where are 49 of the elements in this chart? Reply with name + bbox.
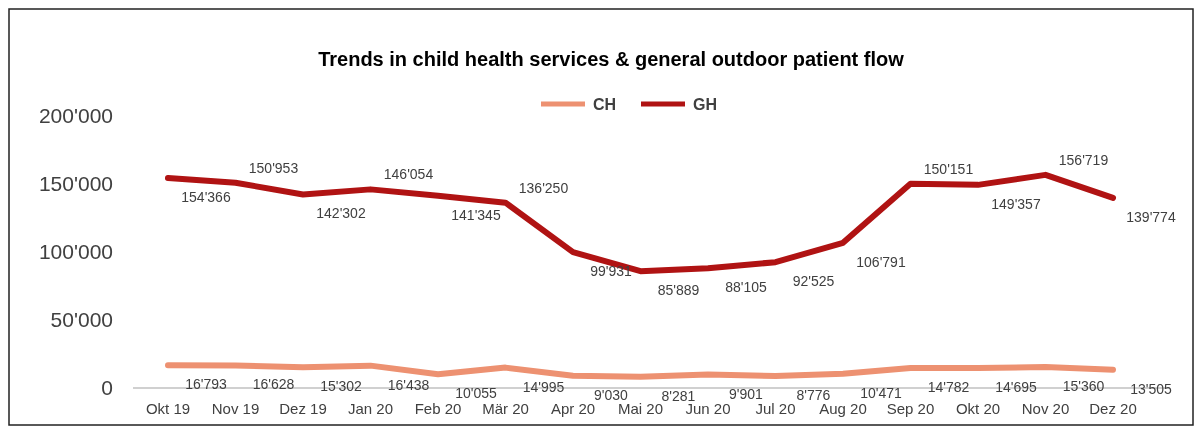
x-tick-label: Feb 20 (414, 400, 462, 417)
x-tick-label: Jan 20 (347, 400, 394, 417)
chart-title: Trends in child health services & general outdoor patient flow (318, 48, 905, 70)
data-label: 150'151 (923, 160, 974, 177)
x-tick-label: Mai 20 (617, 400, 664, 417)
data-label: 16'628 (252, 376, 295, 393)
data-label: 149'357 (991, 195, 1041, 212)
legend-label: GH (693, 96, 717, 113)
x-tick-label: Okt 20 (955, 400, 1001, 417)
x-tick-label: Nov 20 (1021, 400, 1070, 417)
x-tick-label: Apr 20 (550, 400, 596, 417)
x-tick-label: Mär 20 (482, 400, 529, 417)
data-label: 14'995 (522, 378, 565, 395)
data-label: 146'054 (383, 166, 434, 183)
x-tick-label: Sep 20 (886, 400, 935, 417)
data-label: 9'030 (594, 386, 629, 403)
data-label: 9'901 (729, 385, 764, 402)
data-label: 106'791 (856, 253, 906, 270)
data-label: 156'719 (1058, 151, 1109, 168)
data-label: 16'793 (185, 376, 228, 393)
data-label: 15'360 (1062, 378, 1105, 395)
y-tick-label: 100'000 (38, 240, 113, 263)
data-label: 136'250 (518, 179, 569, 196)
data-label: 16'438 (387, 376, 430, 393)
data-label: 139'774 (1126, 208, 1176, 225)
data-label: 13'505 (1130, 380, 1173, 397)
data-label: 10'055 (455, 385, 498, 402)
data-label: 14'695 (995, 379, 1038, 396)
legend-label: CH (593, 96, 617, 113)
x-tick-label: Dez 20 (1089, 400, 1137, 417)
data-label: 14'782 (927, 378, 970, 395)
data-label: 150'953 (248, 159, 299, 176)
x-tick-label: Nov 19 (211, 400, 260, 417)
x-tick-label: Okt 19 (145, 400, 191, 417)
data-label: 92'525 (792, 273, 835, 290)
data-label: 99'931 (590, 263, 633, 280)
data-label: 142'302 (316, 205, 366, 222)
data-label: 88'105 (725, 279, 768, 296)
data-label: 141'345 (451, 206, 501, 223)
data-label: 10'471 (860, 384, 903, 401)
y-tick-label: 200'000 (38, 104, 113, 127)
x-tick-label: Jul 20 (755, 400, 796, 417)
data-label: 85'889 (657, 282, 700, 299)
y-tick-label: 0 (101, 376, 113, 399)
y-tick-label: 150'000 (38, 172, 113, 195)
y-tick-label: 50'000 (50, 308, 113, 331)
data-label: 15'302 (320, 378, 363, 395)
x-tick-label: Dez 19 (279, 400, 327, 417)
data-label: 154'366 (181, 189, 231, 206)
